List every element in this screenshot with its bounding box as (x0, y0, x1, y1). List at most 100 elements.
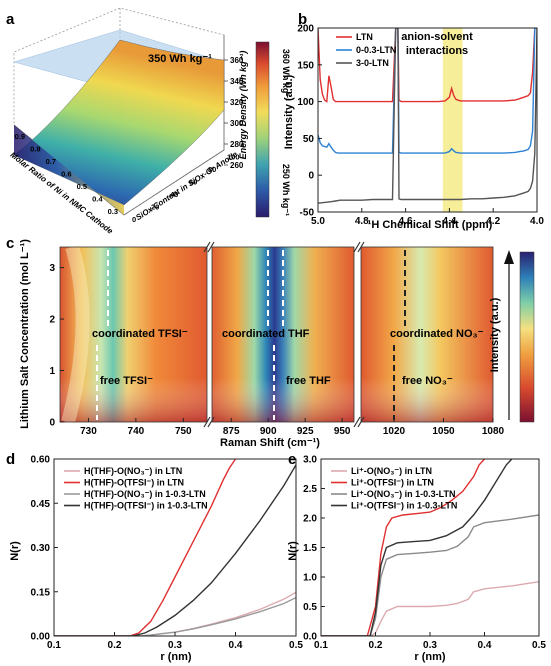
legend-label: 3-0-LTN (356, 58, 389, 68)
panel-a-x-tick-label: 0.8 (30, 145, 40, 154)
panel-a-surface-front (14, 125, 124, 215)
panel-c-x-tick-label: 1050 (432, 426, 455, 437)
panel-d-y-tick-label: 0.60 (31, 455, 51, 466)
panel-d-x-tick-label: 0.1 (47, 640, 61, 651)
panel-b-x-tick-label: 4.0 (530, 216, 544, 227)
panel-b-y-tick-label: 100 (297, 97, 314, 108)
panel-e-x-tick-label: 0.1 (314, 640, 328, 651)
panel-b-y-tick-label: 0 (308, 171, 314, 182)
panel-a-z-tick-label: 360 (230, 56, 244, 65)
panel-a-z-tick-label: 280 (230, 140, 244, 149)
panel-d-plot: 0.1 0.2 0.3 0.4 0.5 0.00 0.15 0.30 0.45 0.60 (31, 455, 304, 652)
panel-e-x-tick-label: 0.5 (532, 640, 546, 651)
panel-e-y-tick-label: 2.0 (303, 514, 317, 525)
panel-a-y-tick-label: 40 (170, 190, 178, 199)
panel-a-x-tick-label: 0.3 (108, 207, 118, 216)
panel-e-series-3 (321, 459, 513, 636)
panel-a-colorbar (255, 41, 270, 218)
legend-label: Li⁺-O(NO₃⁻) in LTN (351, 466, 432, 476)
panel-a-z-tick-label: 340 (230, 77, 244, 86)
panel-c-y-tick-label: 2 (49, 315, 55, 326)
panel-b-series-0 (318, 28, 537, 103)
panel-e-xlabel: r (nm) (414, 651, 446, 663)
panel-a-y-tick-label: 0 (132, 215, 136, 224)
panel-a-x-tick-label: 0.6 (61, 170, 71, 179)
panel-e-x-tick-label: 0.3 (423, 640, 437, 651)
panel-c-x-tick-label: 1020 (383, 426, 406, 437)
panel-label-d: d (6, 451, 15, 468)
panel-b-series-1 (318, 28, 537, 154)
panel-e-y-tick-label: 1.5 (303, 543, 317, 554)
legend-label: Li⁺-O(TFSI⁻) in LTN (351, 478, 434, 488)
panel-c-y-tick-label: 0 (49, 418, 55, 429)
legend-label: LTN (356, 32, 373, 42)
panel-d-x-tick-label: 0.4 (229, 640, 243, 651)
panel-b-x-tick-label: 4.4 (442, 216, 456, 227)
panel-e-plot: 0.1 0.2 0.3 0.4 0.5 0.0 0.5 1.0 1.5 2.0 2.5 3.0 (303, 455, 546, 652)
panel-a-z-ticks: 260 280 300 320 340 360 (224, 56, 244, 170)
panel-c-x-tick-label: 1080 (482, 426, 505, 437)
panel-label-a: a (6, 11, 15, 28)
label-coordinated-tfsi: coordinated TFSI⁻ (92, 328, 188, 340)
panel-b: b 5.0 4.8 4.6 4.4 4.2 4.0 -50 0 50 100 150 200 LTN 0-… (283, 11, 544, 231)
panel-label-c: c (6, 235, 14, 252)
panel-a-y-ticks: 0 20 40 60 80 100 (132, 153, 240, 225)
panel-c-x-tick-label: 875 (223, 426, 240, 437)
panel-a-x-tick-label: 0.4 (92, 195, 103, 204)
label-free-thf: free THF (286, 375, 331, 387)
panel-e: e 0.1 0.2 0.3 0.4 0.50.00.51.01.52.02.53.0 L… (287, 451, 546, 663)
panel-b-annotation-1: anion-solvent (401, 31, 473, 43)
panel-c-heat-2 (211, 246, 355, 423)
panel-b-x-tick-label: 4.8 (355, 216, 369, 227)
label-free-tfsi: free TFSI⁻ (100, 375, 153, 387)
panel-b-x-tick-label: 4.6 (399, 216, 413, 227)
panel-c-colorbar (519, 251, 535, 423)
label-free-no3: free NO₃⁻ (402, 375, 453, 387)
panel-b-ylabel: Intensity (a.u.) (283, 74, 295, 149)
panel-e-series-1 (321, 459, 486, 636)
panel-c-axis-breaks (203, 241, 365, 428)
panel-label-b: b (298, 11, 307, 28)
panel-b-frame (317, 27, 538, 213)
panel-e-series-2 (321, 514, 539, 636)
panel-a-y-tick-label: 80 (208, 165, 216, 174)
panel-a-colorbar-top: 360 Wh kg⁻¹ (281, 49, 291, 101)
panel-d-xlabel: r (nm) (160, 651, 192, 663)
label-coordinated-thf: coordinated THF (222, 328, 310, 340)
panel-d: d 0.1 0.2 0.3 0.4 0.5 0.00 0.15 0.30 0.45 0.60 H(… (6, 451, 303, 663)
panel-c: c (6, 235, 535, 449)
panel-a-x-tick-label: 0.9 (15, 132, 25, 141)
panel-d-y-tick-label: 0.30 (31, 543, 51, 554)
panel-a-annotation: 350 Wh kg⁻¹ (148, 53, 212, 65)
panel-b-y-tick-label: 150 (297, 60, 314, 71)
panel-e-y-tick-label: 3.0 (303, 455, 317, 466)
panel-a-y-tick-label: 60 (189, 178, 197, 187)
legend-label: H(THF)-O(NO₃⁻) in LTN (84, 466, 182, 476)
panel-a: a 350 Wh kg⁻¹ 260 280 300 320 340 360 Energy … (6, 7, 291, 236)
panel-e-series-0 (321, 581, 539, 636)
panel-c-y-tick-label: 1 (49, 366, 55, 377)
panel-e-ylabel: N(r) (287, 541, 299, 561)
panel-d-series-3 (54, 464, 296, 636)
panel-d-legend: H(THF)-O(NO₃⁻) in LTN H(THF)-O(TFSI⁻) in … (64, 466, 208, 511)
panel-c-ticks: 730 740 750 875 900 925 950 1020 1050 1080 0 1 2 3 (49, 263, 504, 437)
panel-d-series-2 (54, 596, 296, 636)
panel-c-x-tick-label: 740 (128, 426, 145, 437)
panel-a-x-ticks: 0.3 0.4 0.5 0.6 0.7 0.8 0.9 (15, 132, 118, 216)
legend-label: Li⁺-O(NO₃⁻) in 1-0.3-LTN (351, 489, 456, 499)
panel-b-annotation-2: interactions (406, 45, 468, 57)
panel-b-x-tick-label: 5.0 (311, 216, 325, 227)
panel-label-e: e (288, 451, 296, 468)
panel-b-y-tick-label: 50 (303, 134, 315, 145)
panel-d-x-tick-label: 0.3 (168, 640, 182, 651)
panel-c-x-tick-label: 925 (297, 426, 314, 437)
legend-label: H(THF)-O(TFSI⁻) in 1-0.3-LTN (84, 501, 208, 511)
panel-b-xlabel: ¹H Chemical Shift (ppm) (368, 219, 493, 231)
panel-b-highlight (442, 28, 463, 212)
panel-c-x-tick-label: 730 (80, 426, 97, 437)
panel-b-y-tick-label: -50 (300, 208, 315, 219)
panel-d-y-tick-label: 0.00 (31, 632, 51, 643)
legend-label: 0-0.3-LTN (356, 45, 396, 55)
panel-a-y-tick-label: 100 (227, 153, 240, 162)
